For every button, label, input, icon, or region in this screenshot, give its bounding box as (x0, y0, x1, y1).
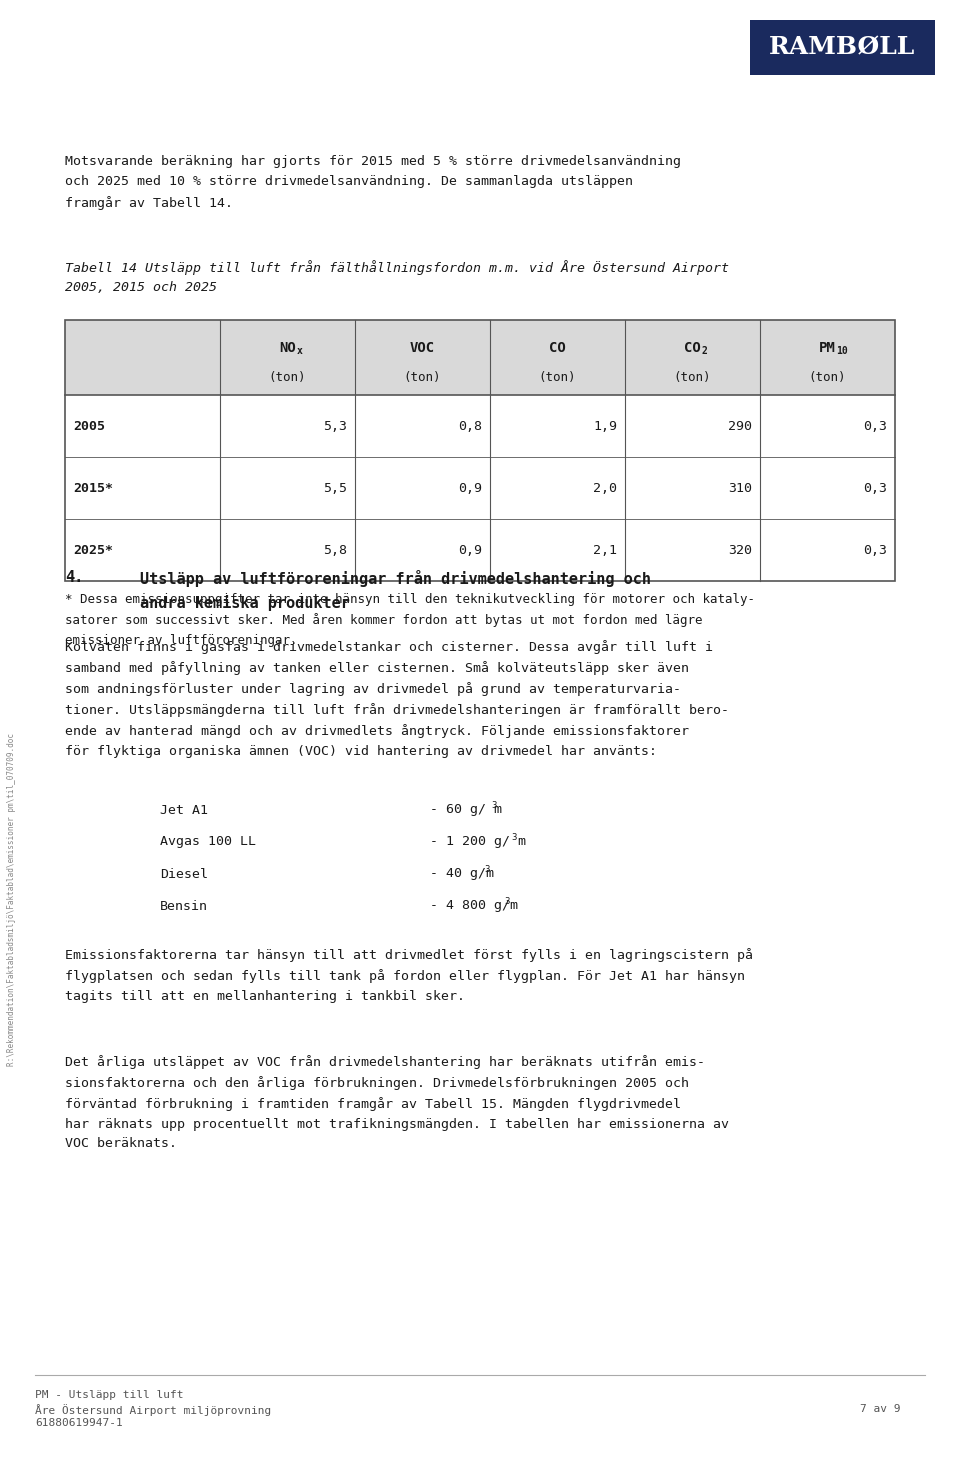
Text: (ton): (ton) (269, 370, 306, 383)
Text: 5,8: 5,8 (323, 544, 347, 557)
Text: Åre Östersund Airport miljöprovning: Åre Östersund Airport miljöprovning (35, 1404, 272, 1415)
Text: 3: 3 (505, 896, 510, 905)
Text: * Dessa emissionsuppgifter tar inte hänsyn till den teknikutveckling för motorer: * Dessa emissionsuppgifter tar inte häns… (65, 594, 755, 646)
Text: 2,0: 2,0 (593, 481, 617, 494)
Text: Motsvarande beräkning har gjorts för 2015 med 5 % större drivmedelsanvändning
oc: Motsvarande beräkning har gjorts för 201… (65, 155, 681, 209)
Text: R:\Rekommendation\Faktabladsmiljö\Faktablad\emissioner pm\til_070709.doc: R:\Rekommendation\Faktabladsmiljö\Faktab… (8, 734, 16, 1066)
Text: Kolväten finns i gasfas i drivmedelstankar och cisterner. Dessa avgår till luft : Kolväten finns i gasfas i drivmedelstank… (65, 640, 729, 757)
Text: PM - Utsläpp till luft: PM - Utsläpp till luft (35, 1390, 183, 1401)
Text: 4.: 4. (65, 570, 84, 585)
Text: x: x (297, 346, 302, 357)
Text: 2,1: 2,1 (593, 544, 617, 557)
Text: (ton): (ton) (674, 370, 711, 383)
Text: 1,9: 1,9 (593, 420, 617, 433)
Text: - 60 g/ m: - 60 g/ m (430, 804, 502, 816)
Text: (ton): (ton) (808, 370, 847, 383)
Text: VOC: VOC (410, 341, 435, 355)
Text: 7 av 9: 7 av 9 (859, 1404, 900, 1414)
Text: (ton): (ton) (539, 370, 576, 383)
Text: Diesel: Diesel (160, 867, 208, 880)
Text: Avgas 100 LL: Avgas 100 LL (160, 835, 256, 848)
Text: 3: 3 (485, 864, 490, 873)
Text: Bensin: Bensin (160, 899, 208, 912)
Text: Utsläpp av luftföroreningar från drivmedelshantering och
andra kemiska produkter: Utsläpp av luftföroreningar från drivmed… (140, 570, 651, 611)
Text: 2005: 2005 (73, 420, 105, 433)
FancyBboxPatch shape (65, 320, 895, 395)
Text: 0,3: 0,3 (863, 544, 887, 557)
Text: 0,9: 0,9 (458, 481, 482, 494)
Text: (ton): (ton) (404, 370, 442, 383)
Text: 3: 3 (492, 801, 496, 810)
Text: - 40 g/m: - 40 g/m (430, 867, 494, 880)
Text: 0,3: 0,3 (863, 481, 887, 494)
Text: 2: 2 (702, 346, 708, 357)
Text: 0,3: 0,3 (863, 420, 887, 433)
Text: 310: 310 (728, 481, 752, 494)
Text: RAMBØLL: RAMBØLL (769, 35, 916, 60)
Text: 0,9: 0,9 (458, 544, 482, 557)
Text: Jet A1: Jet A1 (160, 804, 208, 816)
Text: CO: CO (684, 341, 701, 355)
Text: - 4 800 g/m: - 4 800 g/m (430, 899, 518, 912)
FancyBboxPatch shape (750, 20, 935, 75)
Text: 3: 3 (512, 832, 517, 842)
Text: 320: 320 (728, 544, 752, 557)
Text: PM: PM (819, 341, 836, 355)
Text: Emissionsfaktorerna tar hänsyn till att drivmedlet först fylls i en lagringscist: Emissionsfaktorerna tar hänsyn till att … (65, 947, 753, 1003)
Text: 2025*: 2025* (73, 544, 113, 557)
Text: 2015*: 2015* (73, 481, 113, 494)
Text: 0,8: 0,8 (458, 420, 482, 433)
Text: 10: 10 (836, 346, 849, 357)
Text: 290: 290 (728, 420, 752, 433)
Text: CO: CO (549, 341, 565, 355)
Text: 61880619947-1: 61880619947-1 (35, 1418, 123, 1428)
Text: Det årliga utsläppet av VOC från drivmedelshantering har beräknats utifrån emis-: Det årliga utsläppet av VOC från drivmed… (65, 1056, 729, 1151)
Text: - 1 200 g/ m: - 1 200 g/ m (430, 835, 526, 848)
Text: 5,3: 5,3 (323, 420, 347, 433)
Text: Tabell 14 Utsläpp till luft från fälthållningsfordon m.m. vid Åre Östersund Airp: Tabell 14 Utsläpp till luft från fälthål… (65, 260, 729, 294)
Text: NO: NO (279, 341, 296, 355)
Text: 5,5: 5,5 (323, 481, 347, 494)
